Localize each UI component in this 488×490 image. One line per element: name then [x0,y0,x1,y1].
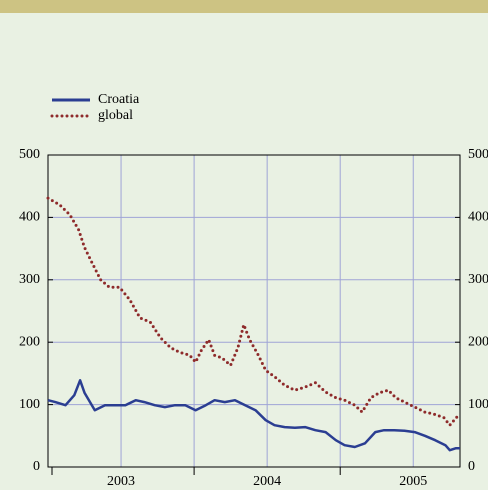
y-tick-label: 300 [19,272,40,287]
x-tick-label: 2004 [253,474,281,489]
y2-tick-label: 400 [468,210,488,225]
y2-tick-label: 300 [468,272,488,287]
y2-tick-label: 100 [468,397,488,412]
y-tick-label: 400 [19,210,40,225]
y-tick-label: 500 [19,147,40,162]
x-tick-label: 2003 [107,474,135,489]
y-tick-label: 100 [19,397,40,412]
y-tick-label: 0 [33,459,40,474]
legend-label: global [98,108,133,123]
series-line [46,196,460,427]
y-tick-label: 200 [19,334,40,349]
x-tick-label: 2005 [399,474,427,489]
header-band [0,0,488,13]
series-line [47,379,460,452]
plot-frame [47,154,461,468]
y2-tick-label: 0 [468,459,475,474]
y2-tick-label: 200 [468,334,488,349]
legend-label: Croatia [98,92,140,107]
y2-tick-label: 500 [468,147,488,162]
